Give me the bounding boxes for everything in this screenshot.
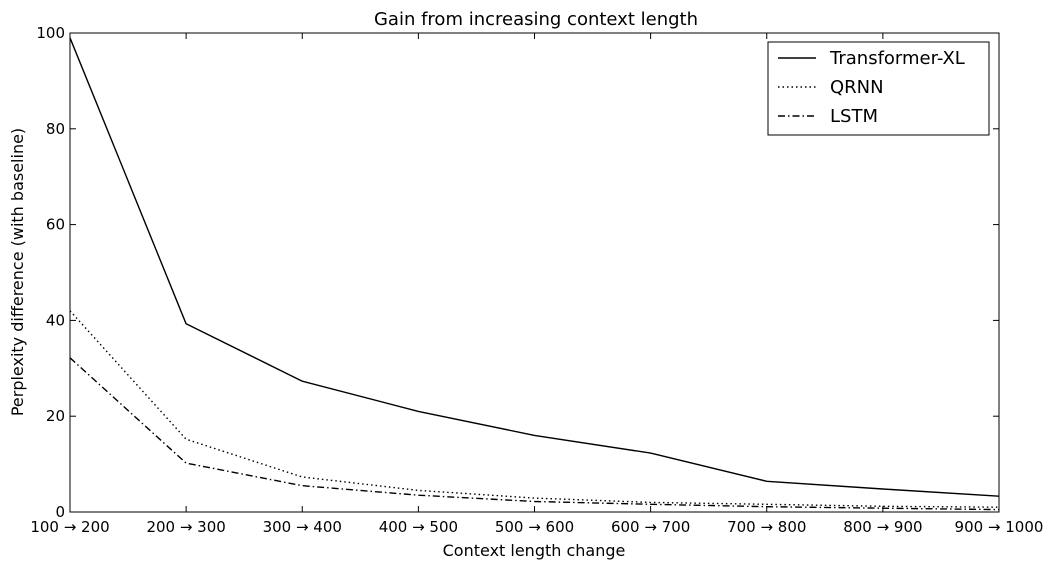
x-tick-label: 300 → 400 xyxy=(263,518,342,536)
legend-label: LSTM xyxy=(830,106,878,127)
x-tick-label: 200 → 300 xyxy=(146,518,225,536)
legend-label: QRNN xyxy=(830,77,884,98)
x-axis-label: Context length change xyxy=(443,541,626,560)
x-tick-label: 600 → 700 xyxy=(611,518,690,536)
series-line-lstm xyxy=(69,357,1000,511)
series-line-transformer-xl xyxy=(69,37,1000,497)
series-line-qrnn xyxy=(69,310,1000,508)
y-tick-label: 0 xyxy=(55,503,65,521)
y-axis-label: Perplexity difference (with baseline) xyxy=(8,128,27,416)
y-tick-label: 40 xyxy=(46,311,65,329)
y-tick-label: 60 xyxy=(46,216,65,234)
x-tick-label: 900 → 1000 xyxy=(955,518,1044,536)
legend-label: Transformer-XL xyxy=(829,48,965,69)
x-tick-label: 500 → 600 xyxy=(495,518,574,536)
y-tick-label: 80 xyxy=(46,120,65,138)
y-tick-label: 20 xyxy=(46,407,65,425)
x-tick-label: 400 → 500 xyxy=(379,518,458,536)
plot-area: 0 20 40 60 80 100 100 → 200 200 → 300 300 → 400 4… xyxy=(30,24,1043,536)
chart-title: Gain from increasing context length xyxy=(374,9,698,30)
x-tick-label: 700 → 800 xyxy=(727,518,806,536)
x-tick-label: 800 → 900 xyxy=(843,518,922,536)
x-tick-label: 100 → 200 xyxy=(30,518,109,536)
y-tick-label: 100 xyxy=(36,24,65,42)
